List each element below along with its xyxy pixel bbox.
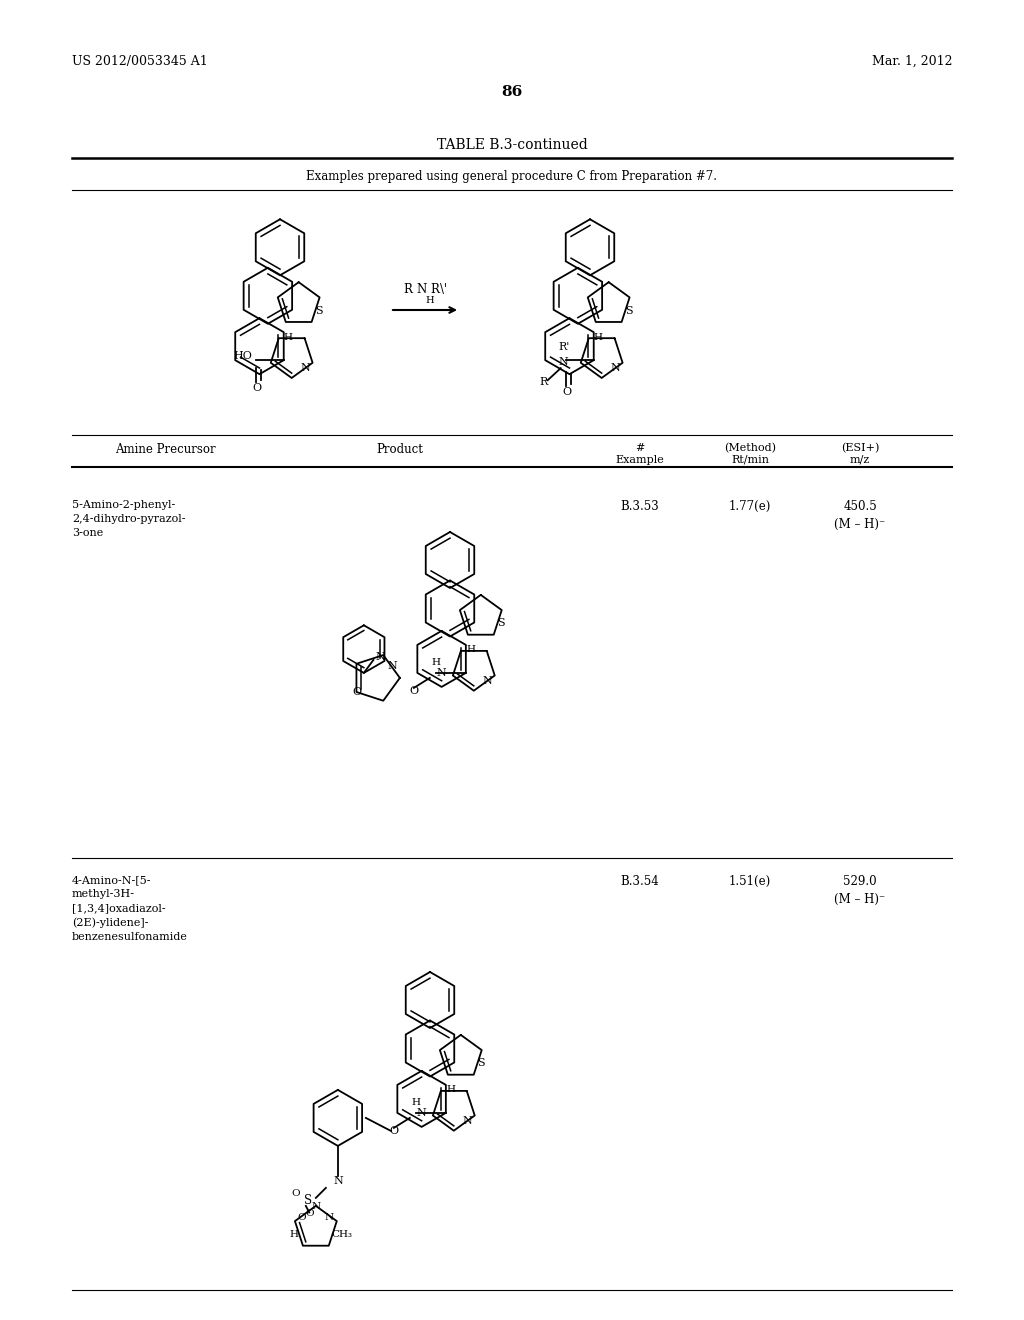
Text: US 2012/0053345 A1: US 2012/0053345 A1 [72, 55, 208, 69]
Text: (Method): (Method) [724, 444, 776, 453]
Text: N: N [610, 363, 620, 374]
Text: H: H [426, 296, 434, 305]
Text: O: O [562, 387, 571, 397]
Text: N: N [462, 1115, 472, 1126]
Text: 86: 86 [502, 84, 522, 99]
Text: Mar. 1, 2012: Mar. 1, 2012 [871, 55, 952, 69]
Text: HO: HO [233, 351, 253, 362]
Text: H: H [290, 1230, 298, 1239]
Text: N: N [300, 363, 309, 374]
Text: Examples prepared using general procedure C from Preparation #7.: Examples prepared using general procedur… [306, 170, 718, 183]
Text: S: S [477, 1059, 484, 1068]
Text: S: S [497, 619, 505, 628]
Text: S: S [304, 1195, 312, 1208]
Text: TABLE B.3-continued: TABLE B.3-continued [436, 139, 588, 152]
Text: N: N [376, 652, 385, 663]
Text: R$_{\;\;}$N$\;$R\': R$_{\;\;}$N$\;$R\' [403, 281, 447, 294]
Text: N: N [559, 358, 568, 367]
Text: Product: Product [377, 444, 424, 455]
Text: H: H [466, 645, 475, 655]
Text: S: S [314, 306, 323, 315]
Text: #: # [635, 444, 645, 453]
Text: O: O [252, 383, 261, 393]
Text: 450.5
(M – H)⁻: 450.5 (M – H)⁻ [835, 500, 886, 531]
Text: Rt/min: Rt/min [731, 455, 769, 465]
Text: (ESI+): (ESI+) [841, 444, 880, 453]
Text: Amine Precursor: Amine Precursor [115, 444, 216, 455]
Text: O: O [410, 686, 419, 696]
Text: N: N [388, 661, 397, 671]
Text: O: O [305, 1209, 314, 1218]
Text: H: H [412, 1098, 420, 1107]
Text: B.3.54: B.3.54 [621, 875, 659, 888]
Text: N: N [416, 1107, 426, 1118]
Text: S: S [625, 306, 632, 315]
Text: H: H [594, 333, 603, 342]
Text: 1.51(e): 1.51(e) [729, 875, 771, 888]
Text: O: O [292, 1189, 300, 1199]
Text: R: R [540, 378, 548, 387]
Text: O: O [352, 688, 361, 697]
Text: O: O [389, 1126, 398, 1137]
Text: 5-Amino-2-phenyl-
2,4-dihydro-pyrazol-
3-one: 5-Amino-2-phenyl- 2,4-dihydro-pyrazol- 3… [72, 500, 185, 539]
Text: Example: Example [615, 455, 665, 465]
Text: R': R' [558, 342, 569, 352]
Text: B.3.53: B.3.53 [621, 500, 659, 513]
Text: O: O [297, 1213, 306, 1222]
Text: H: H [284, 333, 293, 342]
Text: N: N [325, 1213, 334, 1222]
Text: H: H [431, 657, 440, 667]
Text: 4-Amino-N-[5-
methyl-3H-
[1,3,4]oxadiazol-
(2E)-ylidene]-
benzenesulfonamide: 4-Amino-N-[5- methyl-3H- [1,3,4]oxadiazo… [72, 875, 187, 942]
Text: N: N [311, 1203, 321, 1212]
Text: m/z: m/z [850, 455, 870, 465]
Text: N: N [436, 668, 445, 678]
Text: N: N [333, 1176, 343, 1185]
Text: 529.0
(M – H)⁻: 529.0 (M – H)⁻ [835, 875, 886, 906]
Text: CH₃: CH₃ [332, 1230, 352, 1239]
Text: N: N [482, 676, 492, 686]
Text: 1.77(e): 1.77(e) [729, 500, 771, 513]
Text: H: H [446, 1085, 455, 1094]
